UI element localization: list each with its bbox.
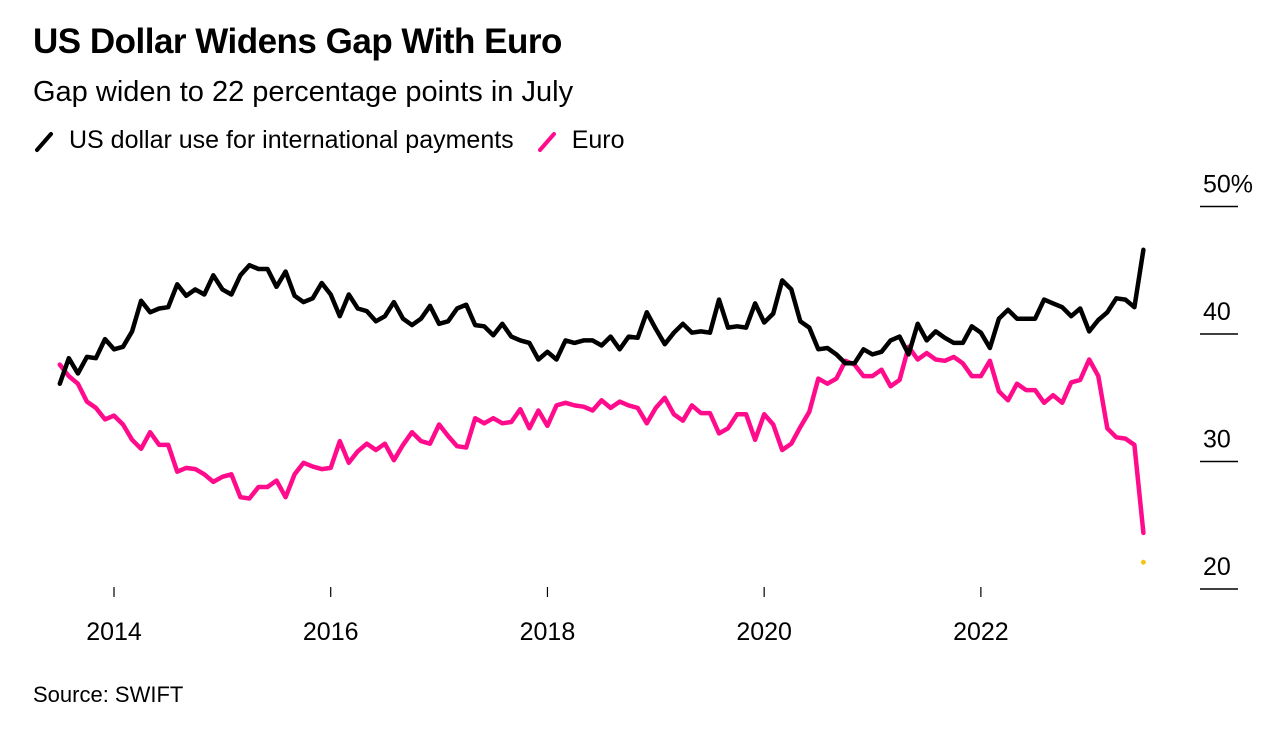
- x-tick-label: 2018: [520, 618, 576, 646]
- chart-subtitle: Gap widen to 22 percentage points in Jul…: [33, 76, 574, 108]
- gap-marker-dot: [1140, 559, 1146, 565]
- x-tick-label: 2020: [736, 618, 792, 646]
- y-tick-label: 20: [1203, 553, 1231, 581]
- x-axis: 2014 2016 2018 2020 2022: [86, 587, 1009, 646]
- y-tick-label: 30: [1203, 426, 1231, 454]
- chart-title: US Dollar Widens Gap With Euro: [33, 22, 562, 61]
- y-tick-label: 40: [1203, 298, 1231, 326]
- legend-label-usd: US dollar use for international payments: [69, 126, 514, 154]
- x-tick-label: 2014: [86, 618, 142, 646]
- x-tick-label: 2016: [303, 618, 359, 646]
- legend-item-euro: Euro: [536, 126, 625, 155]
- legend-label-euro: Euro: [571, 126, 625, 154]
- x-tick-label: 2022: [953, 618, 1009, 646]
- annotation-layer: [1140, 559, 1146, 565]
- legend: US dollar use for international payments…: [33, 126, 647, 155]
- legend-swatch-euro-icon: [537, 131, 556, 152]
- legend-swatch-usd-icon: [35, 131, 53, 152]
- series-layer: [57, 247, 1146, 536]
- y-axis: 20 30 40 50%: [1200, 171, 1253, 590]
- source-note: Source: SWIFT: [33, 682, 184, 707]
- series-line-usd: [57, 247, 1146, 386]
- legend-item-usd: US dollar use for international payments: [33, 126, 514, 155]
- series-line-euro: [57, 344, 1146, 536]
- y-tick-label: 50%: [1203, 171, 1253, 199]
